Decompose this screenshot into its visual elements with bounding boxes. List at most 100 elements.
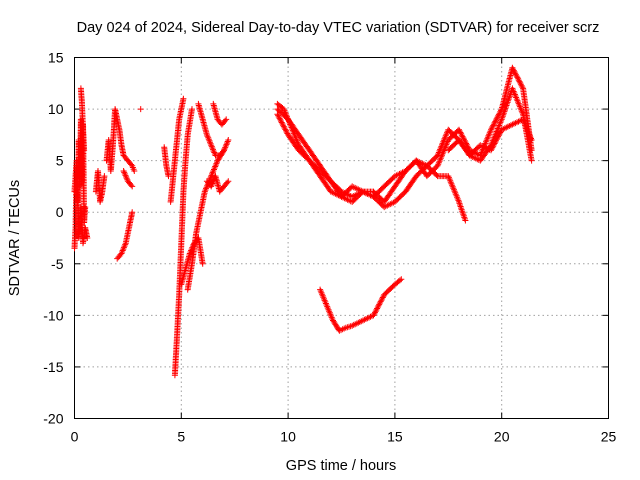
data-point <box>101 173 108 180</box>
data-point <box>371 311 378 317</box>
data-point <box>528 157 535 164</box>
data-point <box>278 119 285 126</box>
data-point <box>513 73 520 80</box>
data-point <box>276 115 283 122</box>
data-point <box>490 122 497 129</box>
data-point <box>137 106 144 113</box>
data-point <box>398 276 405 283</box>
data-point <box>493 115 500 122</box>
data-point <box>461 137 468 144</box>
data-series-track-10 <box>171 106 195 379</box>
data-series-track-2 <box>71 157 91 247</box>
data-point <box>378 297 385 304</box>
data-point <box>490 121 497 128</box>
data-point <box>223 116 230 123</box>
data-point <box>511 68 518 75</box>
y-tick-label: -15 <box>43 359 63 375</box>
plot-area-border <box>74 57 609 419</box>
data-series-track-4 <box>92 168 108 205</box>
data-point <box>119 247 126 254</box>
data-point <box>456 126 462 133</box>
data-point <box>180 95 187 102</box>
data-point <box>456 128 463 135</box>
data-series-track-8 <box>137 106 144 113</box>
data-point <box>212 163 219 170</box>
data-point <box>208 183 215 190</box>
data-point <box>510 66 517 73</box>
data-point <box>515 77 522 84</box>
data-series-track-15 <box>203 173 232 195</box>
chart-title: Day 024 of 2024, Sidereal Day-to-day VTE… <box>77 20 600 36</box>
data-point <box>120 168 127 174</box>
data-point <box>220 148 226 155</box>
data-series-track-21 <box>317 276 405 334</box>
x-tick-label: 25 <box>601 429 617 445</box>
data-point <box>358 189 365 196</box>
data-point <box>510 67 517 74</box>
data-points <box>71 64 535 379</box>
data-point <box>203 131 210 138</box>
data-series-track-9 <box>161 144 172 180</box>
data-point <box>377 298 384 305</box>
y-tick-label: 0 <box>56 204 64 220</box>
data-point <box>207 175 214 182</box>
data-point <box>128 182 135 189</box>
data-series-track-6 <box>114 209 136 262</box>
data-point <box>224 179 231 186</box>
tick-marks <box>74 57 609 419</box>
data-point <box>379 295 386 302</box>
data-point <box>123 173 130 180</box>
data-point <box>129 183 136 190</box>
data-point <box>433 172 440 178</box>
data-point <box>515 75 522 82</box>
data-series-track-16 <box>210 100 230 128</box>
data-point <box>491 119 498 126</box>
data-point <box>379 294 386 301</box>
data-point <box>199 260 206 267</box>
data-point <box>457 129 464 136</box>
data-point <box>374 305 381 312</box>
y-tick-label: 10 <box>48 101 64 117</box>
data-point <box>516 78 523 85</box>
y-tick-labels: -20 -15 -10 -5 0 5 10 15 <box>43 50 63 427</box>
data-point <box>282 126 289 133</box>
x-tick-label: 0 <box>71 429 79 445</box>
data-point <box>372 309 378 316</box>
data-point <box>189 106 195 113</box>
data-series-track-5 <box>103 106 138 174</box>
data-series-track-3 <box>77 85 88 154</box>
x-tick-label: 20 <box>494 429 510 445</box>
data-point <box>221 147 227 154</box>
x-tick-label: 15 <box>387 429 403 445</box>
data-point <box>122 241 129 248</box>
x-tick-labels: 0 5 10 15 20 25 <box>71 429 617 445</box>
data-point <box>372 308 379 315</box>
data-point <box>279 120 286 127</box>
x-axis-label: GPS time / hours <box>286 458 396 474</box>
data-point <box>517 79 524 86</box>
data-point <box>519 84 526 91</box>
data-point <box>492 118 499 125</box>
y-tick-label: -5 <box>51 256 64 272</box>
data-point <box>222 117 229 124</box>
data-point <box>277 116 284 123</box>
y-axis-label: SDTVAR / TECUs <box>7 180 23 296</box>
y-tick-label: -20 <box>43 411 63 427</box>
data-series-track-20 <box>445 85 535 164</box>
data-point <box>373 306 380 313</box>
data-point <box>129 209 136 216</box>
data-point <box>225 137 232 143</box>
data-series-track-14 <box>195 100 227 159</box>
y-tick-label: -10 <box>43 307 63 323</box>
data-point <box>458 130 465 137</box>
data-point <box>206 137 213 144</box>
data-point <box>280 122 287 129</box>
data-point <box>514 74 521 81</box>
data-point <box>225 178 232 185</box>
data-point <box>283 127 289 134</box>
data-point <box>509 64 516 71</box>
y-tick-label: 5 <box>56 153 64 169</box>
data-point <box>81 147 88 154</box>
grid-lines <box>74 57 609 419</box>
